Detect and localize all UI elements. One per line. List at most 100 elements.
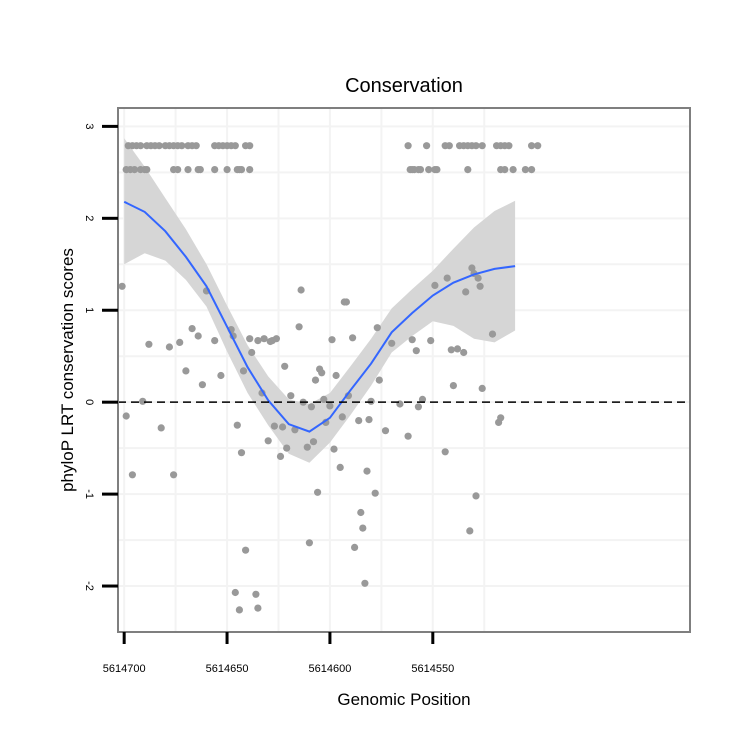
data-point <box>528 142 536 150</box>
y-tick-label: 0 <box>83 399 95 405</box>
data-point <box>246 142 254 150</box>
data-point <box>431 281 439 289</box>
data-point <box>381 427 390 435</box>
data-point <box>297 286 305 294</box>
data-point <box>254 604 262 612</box>
data-point <box>281 362 289 370</box>
data-point <box>157 424 165 432</box>
data-point <box>192 142 200 150</box>
data-point <box>328 336 336 344</box>
data-point <box>260 335 268 343</box>
data-point <box>464 166 472 174</box>
data-point <box>365 416 373 424</box>
data-point <box>460 348 468 357</box>
data-point <box>196 166 204 174</box>
data-point <box>443 274 451 282</box>
data-point <box>462 288 470 296</box>
data-point <box>198 381 206 389</box>
data-point <box>311 376 320 384</box>
data-point <box>349 334 357 342</box>
data-point <box>178 142 186 150</box>
data-point <box>476 282 484 290</box>
data-point <box>223 166 231 174</box>
confidence-band-area <box>124 138 516 463</box>
data-point <box>363 467 371 475</box>
data-point <box>371 489 379 497</box>
data-point <box>184 166 192 174</box>
x-axis: 5614700 5614650 5614600 5614550 <box>103 632 454 675</box>
data-point <box>427 337 435 345</box>
data-point <box>408 336 416 344</box>
data-point <box>509 166 517 174</box>
x-tick-label: 5614650 <box>206 663 249 675</box>
data-point <box>441 448 449 456</box>
data-point <box>194 332 202 340</box>
data-point <box>231 142 239 150</box>
data-point <box>472 142 480 150</box>
data-point <box>332 371 340 380</box>
data-point <box>445 142 453 150</box>
data-point <box>375 376 383 384</box>
data-point <box>143 166 151 174</box>
data-point <box>231 588 239 597</box>
data-point <box>145 340 153 348</box>
data-point <box>404 432 412 440</box>
chart-title: Conservation <box>345 75 463 97</box>
data-point <box>309 438 318 446</box>
data-point <box>279 423 287 431</box>
y-tick-label: 2 <box>83 215 95 221</box>
data-point <box>303 443 311 451</box>
data-point <box>497 414 505 422</box>
data-point <box>211 166 219 174</box>
data-point <box>367 397 375 405</box>
data-point <box>182 367 190 375</box>
data-point <box>170 471 178 479</box>
data-point <box>155 142 163 150</box>
data-point <box>414 403 422 411</box>
confidence-band <box>124 138 516 463</box>
plot-panel <box>118 108 690 632</box>
data-point <box>211 337 219 345</box>
data-point <box>453 345 462 353</box>
data-point <box>270 422 278 430</box>
data-point <box>137 142 145 150</box>
data-point <box>355 417 363 425</box>
data-point <box>336 463 344 471</box>
data-point <box>338 413 346 421</box>
data-point <box>276 452 285 460</box>
data-point <box>252 590 260 598</box>
data-point <box>188 325 196 333</box>
smooth-line-path <box>123 200 516 433</box>
data-point <box>361 579 369 587</box>
data-point <box>521 166 530 174</box>
data-point <box>528 166 536 174</box>
data-points <box>118 142 542 614</box>
data-point <box>351 543 359 552</box>
data-point <box>342 298 350 306</box>
data-point <box>242 546 250 554</box>
data-point <box>130 166 139 174</box>
data-point <box>468 264 476 272</box>
data-point <box>478 142 486 150</box>
data-point <box>233 421 241 429</box>
data-point <box>314 488 322 496</box>
panel-border <box>117 107 691 633</box>
data-point <box>246 335 254 343</box>
y-tick-label: 1 <box>83 307 95 313</box>
data-point <box>272 335 280 343</box>
data-point <box>248 348 256 357</box>
data-point <box>416 166 425 174</box>
data-point <box>239 367 248 375</box>
data-point <box>404 142 412 150</box>
y-axis-title: phyloP LRT conservation scores <box>58 248 77 492</box>
data-point <box>433 166 441 174</box>
data-point <box>474 274 482 282</box>
data-point <box>423 142 431 150</box>
data-point <box>412 347 420 355</box>
data-point <box>237 166 246 174</box>
data-point <box>307 403 315 411</box>
data-point <box>174 166 182 174</box>
data-point <box>237 449 246 457</box>
x-axis-title: Genomic Position <box>337 690 470 709</box>
